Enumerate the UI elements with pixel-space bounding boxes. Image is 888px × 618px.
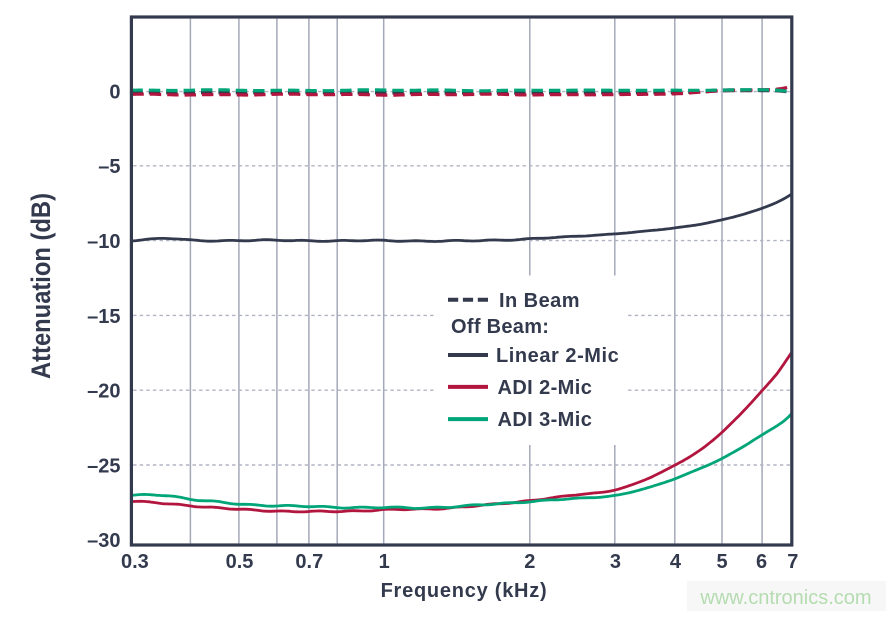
- svg-text:–15: –15: [87, 306, 120, 328]
- svg-text:2: 2: [524, 551, 535, 573]
- svg-text:In Beam: In Beam: [499, 290, 580, 312]
- svg-text:Off Beam:: Off Beam:: [451, 316, 549, 338]
- svg-text:Attenuation (dB): Attenuation (dB): [26, 193, 56, 379]
- svg-text:4: 4: [670, 551, 682, 573]
- svg-text:ADI 3-Mic: ADI 3-Mic: [498, 409, 593, 431]
- svg-text:0.3: 0.3: [121, 551, 149, 573]
- svg-text:ADI 2-Mic: ADI 2-Mic: [498, 377, 593, 399]
- svg-text:Linear 2-Mic: Linear 2-Mic: [496, 345, 619, 367]
- svg-text:0.5: 0.5: [226, 551, 254, 573]
- svg-text:Frequency (kHz): Frequency (kHz): [381, 580, 548, 602]
- svg-text:–25: –25: [87, 455, 120, 477]
- svg-text:www.cntronics.com: www.cntronics.com: [699, 587, 871, 609]
- svg-text:5: 5: [716, 551, 727, 573]
- svg-text:–10: –10: [87, 231, 120, 253]
- svg-text:0.7: 0.7: [295, 551, 323, 573]
- svg-text:–20: –20: [87, 381, 120, 403]
- svg-text:6: 6: [756, 551, 767, 573]
- svg-text:–5: –5: [98, 156, 120, 178]
- svg-text:1: 1: [379, 551, 390, 573]
- svg-text:–30: –30: [87, 530, 120, 552]
- svg-text:3: 3: [610, 551, 621, 573]
- svg-text:0: 0: [109, 81, 120, 103]
- svg-text:7: 7: [787, 551, 798, 573]
